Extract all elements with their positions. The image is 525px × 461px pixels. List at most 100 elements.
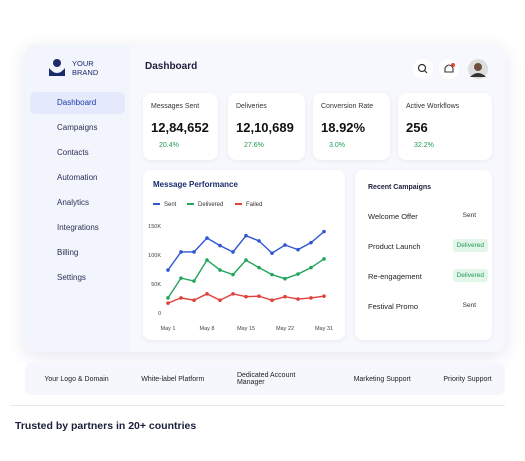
data-point	[270, 251, 274, 255]
stat-label: Conversion Rate	[321, 103, 374, 110]
campaign-status: Sent	[462, 212, 476, 219]
avatar[interactable]	[468, 59, 488, 79]
stat-card: Conversion Rate 18.92% 3.0%	[313, 93, 390, 160]
feature-label: Dedicated Account Manager	[236, 372, 296, 386]
nav-item[interactable]: Analytics	[57, 198, 90, 207]
data-point	[179, 276, 183, 280]
feature-item: Dedicated Account Manager	[231, 372, 321, 386]
stat-label: Active Workflows	[406, 103, 460, 110]
data-point	[205, 292, 209, 296]
stat-value: 18.92%	[321, 120, 366, 135]
stat-card: Deliveries 12,10,689 27.6%	[228, 93, 305, 160]
brand-line: BRAND	[72, 68, 99, 77]
data-point	[283, 294, 287, 299]
feature-item: Your Logo & Domain	[38, 376, 108, 383]
data-point	[270, 298, 274, 303]
campaigns-title: Recent Campaigns	[368, 184, 432, 191]
divider	[10, 405, 505, 406]
y-tick-label: 100K	[148, 253, 161, 259]
stat-change: 3.0%	[329, 142, 345, 149]
brand-line: YOUR	[72, 59, 94, 68]
stat-change: 20.4%	[159, 142, 179, 149]
nav-item[interactable]: Dashboard	[30, 92, 125, 114]
stat-change: 32.2%	[414, 142, 434, 149]
nav-item[interactable]: Contacts	[57, 148, 89, 157]
data-point	[218, 243, 222, 248]
campaign-name: Product Launch	[368, 242, 421, 251]
x-tick-label: May 1	[161, 326, 176, 332]
nav-item[interactable]: Campaigns	[57, 123, 98, 132]
data-point	[309, 296, 313, 300]
y-tick-label: 0	[158, 311, 161, 317]
data-point	[309, 240, 313, 245]
feature-item: Priority Support	[437, 376, 491, 383]
data-point	[179, 250, 183, 254]
brand-logo	[49, 59, 65, 76]
data-point	[231, 272, 235, 277]
feature-label: Priority Support	[443, 375, 492, 383]
feature-item: White-label Platform	[135, 376, 204, 383]
footer-title: Trusted by partners in 20+ countries	[15, 420, 197, 432]
data-point	[244, 258, 248, 262]
data-point	[205, 258, 209, 262]
data-point	[205, 236, 209, 240]
campaign-status: Sent	[462, 302, 476, 309]
stat-value: 12,10,689	[236, 120, 294, 135]
data-point	[257, 239, 261, 243]
feature-label: Your Logo & Domain	[44, 375, 109, 383]
feature-bar: Your Logo & Domain White-label Platform De…	[25, 363, 505, 395]
data-point	[166, 301, 170, 305]
data-point	[322, 294, 326, 298]
legend-label: Failed	[246, 202, 262, 208]
stat-value: 256	[406, 120, 428, 135]
chart-card: Message Performance 0 50K 100K 150K May 1 May…	[143, 170, 345, 340]
x-tick-label: May 8	[200, 326, 215, 332]
page-title: Dashboard	[145, 61, 198, 72]
data-point	[231, 250, 235, 254]
nav-item[interactable]: Billing	[57, 248, 79, 257]
notification-button[interactable]	[439, 59, 459, 79]
chart-title: Message Performance	[153, 180, 238, 189]
stat-label: Messages Sent	[151, 103, 200, 110]
data-point	[257, 265, 261, 270]
legend-label: Delivered	[198, 202, 223, 208]
data-point	[218, 268, 222, 272]
campaigns-card: Recent Campaigns Welcome Offer Sent Produc…	[355, 170, 492, 340]
stat-card: Active Workflows 256 32.2%	[398, 93, 492, 160]
campaign-name: Re-engagement	[368, 272, 422, 281]
data-point	[179, 296, 183, 300]
stat-card: Messages Sent 12,84,652 20.4%	[143, 93, 218, 160]
feature-label: Marketing Support	[353, 375, 411, 383]
data-point	[283, 276, 287, 281]
data-point	[322, 229, 326, 234]
chart: Message Performance 0 50K 100K 150K May 1 May…	[148, 180, 333, 332]
x-tick-label: May 22	[276, 326, 294, 332]
search-button[interactable]	[413, 59, 433, 79]
data-point	[270, 272, 274, 277]
data-point	[296, 247, 300, 252]
x-tick-label: May 31	[315, 326, 333, 332]
data-point	[296, 272, 300, 276]
x-tick-label: May 15	[237, 326, 255, 332]
nav-item[interactable]: Integrations	[57, 223, 99, 232]
data-point	[244, 294, 248, 299]
legend-label: Sent	[164, 202, 177, 208]
data-point	[192, 298, 196, 303]
data-point	[257, 294, 261, 298]
series-line	[167, 258, 325, 299]
nav-item[interactable]: Automation	[57, 173, 98, 182]
feature-item: Marketing Support	[348, 376, 411, 383]
y-tick-label: 50K	[151, 282, 161, 288]
data-point	[166, 268, 170, 272]
data-point	[218, 298, 222, 303]
stat-label: Deliveries	[236, 103, 267, 110]
campaign-status: Delivered	[452, 239, 488, 252]
campaign-name: Welcome Offer	[368, 212, 418, 221]
stat-change: 27.6%	[244, 142, 264, 149]
data-point	[283, 243, 287, 247]
data-point	[296, 297, 300, 301]
nav-item[interactable]: Settings	[57, 273, 86, 282]
data-point	[231, 292, 235, 296]
y-tick-label: 150K	[148, 224, 161, 230]
